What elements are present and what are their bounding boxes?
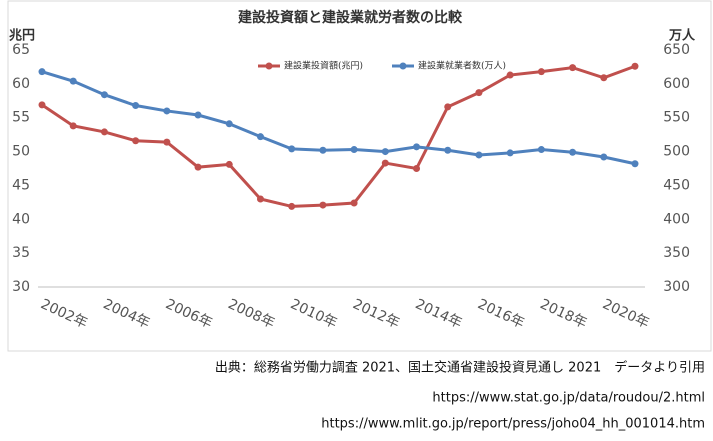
y-tick-label: 35 [12, 245, 30, 261]
data-point [319, 146, 327, 154]
data-point [537, 146, 545, 154]
data-point [413, 143, 421, 151]
data-point [631, 62, 639, 70]
data-point [506, 71, 514, 79]
data-point [381, 159, 389, 167]
data-point [600, 74, 608, 82]
data-point [69, 122, 77, 130]
y2-tick-label: 550 [663, 110, 690, 126]
data-point [163, 138, 171, 146]
data-point [100, 91, 108, 99]
data-point [100, 128, 108, 136]
data-point [225, 120, 233, 128]
chart-frame [7, 0, 712, 352]
data-point [475, 89, 483, 97]
data-point [163, 107, 171, 115]
data-point [69, 77, 77, 85]
data-point [381, 148, 389, 156]
y-tick-label: 60 [12, 76, 30, 92]
y2-tick-label: 600 [663, 76, 690, 92]
footer-text: https://www.mlit.go.jp/report/press/joho… [321, 417, 705, 432]
data-point [132, 137, 140, 145]
data-point [475, 151, 483, 159]
data-point [225, 160, 233, 168]
footer-text: 出典：総務省労働力調査 2021、国土交通省建設投資見通し 2021 データより… [215, 360, 705, 376]
y2-axis-label: 万人 [668, 28, 696, 44]
data-point [569, 64, 577, 72]
y2-tick-label: 650 [663, 42, 690, 58]
data-point [350, 199, 358, 207]
legend-marker [265, 62, 273, 70]
y2-tick-label: 300 [663, 279, 690, 295]
legend-label: 建設業投資額(兆円) [284, 60, 363, 72]
data-point [413, 165, 421, 172]
series-line [41, 64, 636, 208]
y-tick-label: 55 [12, 110, 30, 126]
data-point [350, 146, 358, 154]
legend-marker [399, 62, 407, 70]
data-point [506, 149, 514, 157]
data-point [600, 153, 608, 161]
data-point [631, 160, 639, 168]
y-tick-label: 45 [12, 177, 30, 193]
data-point [569, 148, 577, 156]
y-tick-label: 40 [12, 211, 30, 227]
data-point [38, 101, 46, 109]
footer-text: https://www.stat.go.jp/data/roudou/2.htm… [432, 391, 705, 406]
y2-tick-label: 500 [663, 144, 690, 160]
data-point [288, 202, 296, 210]
data-point [537, 68, 545, 76]
data-point [444, 103, 452, 111]
data-point [444, 146, 452, 154]
y-tick-label: 30 [12, 279, 30, 295]
chart-title: 建設投資額と建設業就労者数の比較 [238, 9, 463, 26]
data-point [194, 163, 202, 171]
data-point [194, 111, 202, 119]
y-tick-label: 65 [12, 42, 30, 58]
data-point [319, 201, 327, 209]
data-point [256, 133, 264, 141]
y2-tick-label: 350 [663, 245, 690, 261]
data-point [132, 102, 140, 110]
data-point [288, 145, 296, 153]
legend-label: 建設業就業者数(万人) [418, 60, 506, 72]
y2-tick-label: 400 [663, 211, 690, 227]
series-line [41, 70, 636, 166]
data-point [256, 195, 264, 203]
y-axis-label: 兆円 [9, 28, 35, 44]
data-point [38, 68, 46, 76]
y-tick-label: 50 [12, 144, 30, 160]
y2-tick-label: 450 [663, 177, 690, 193]
